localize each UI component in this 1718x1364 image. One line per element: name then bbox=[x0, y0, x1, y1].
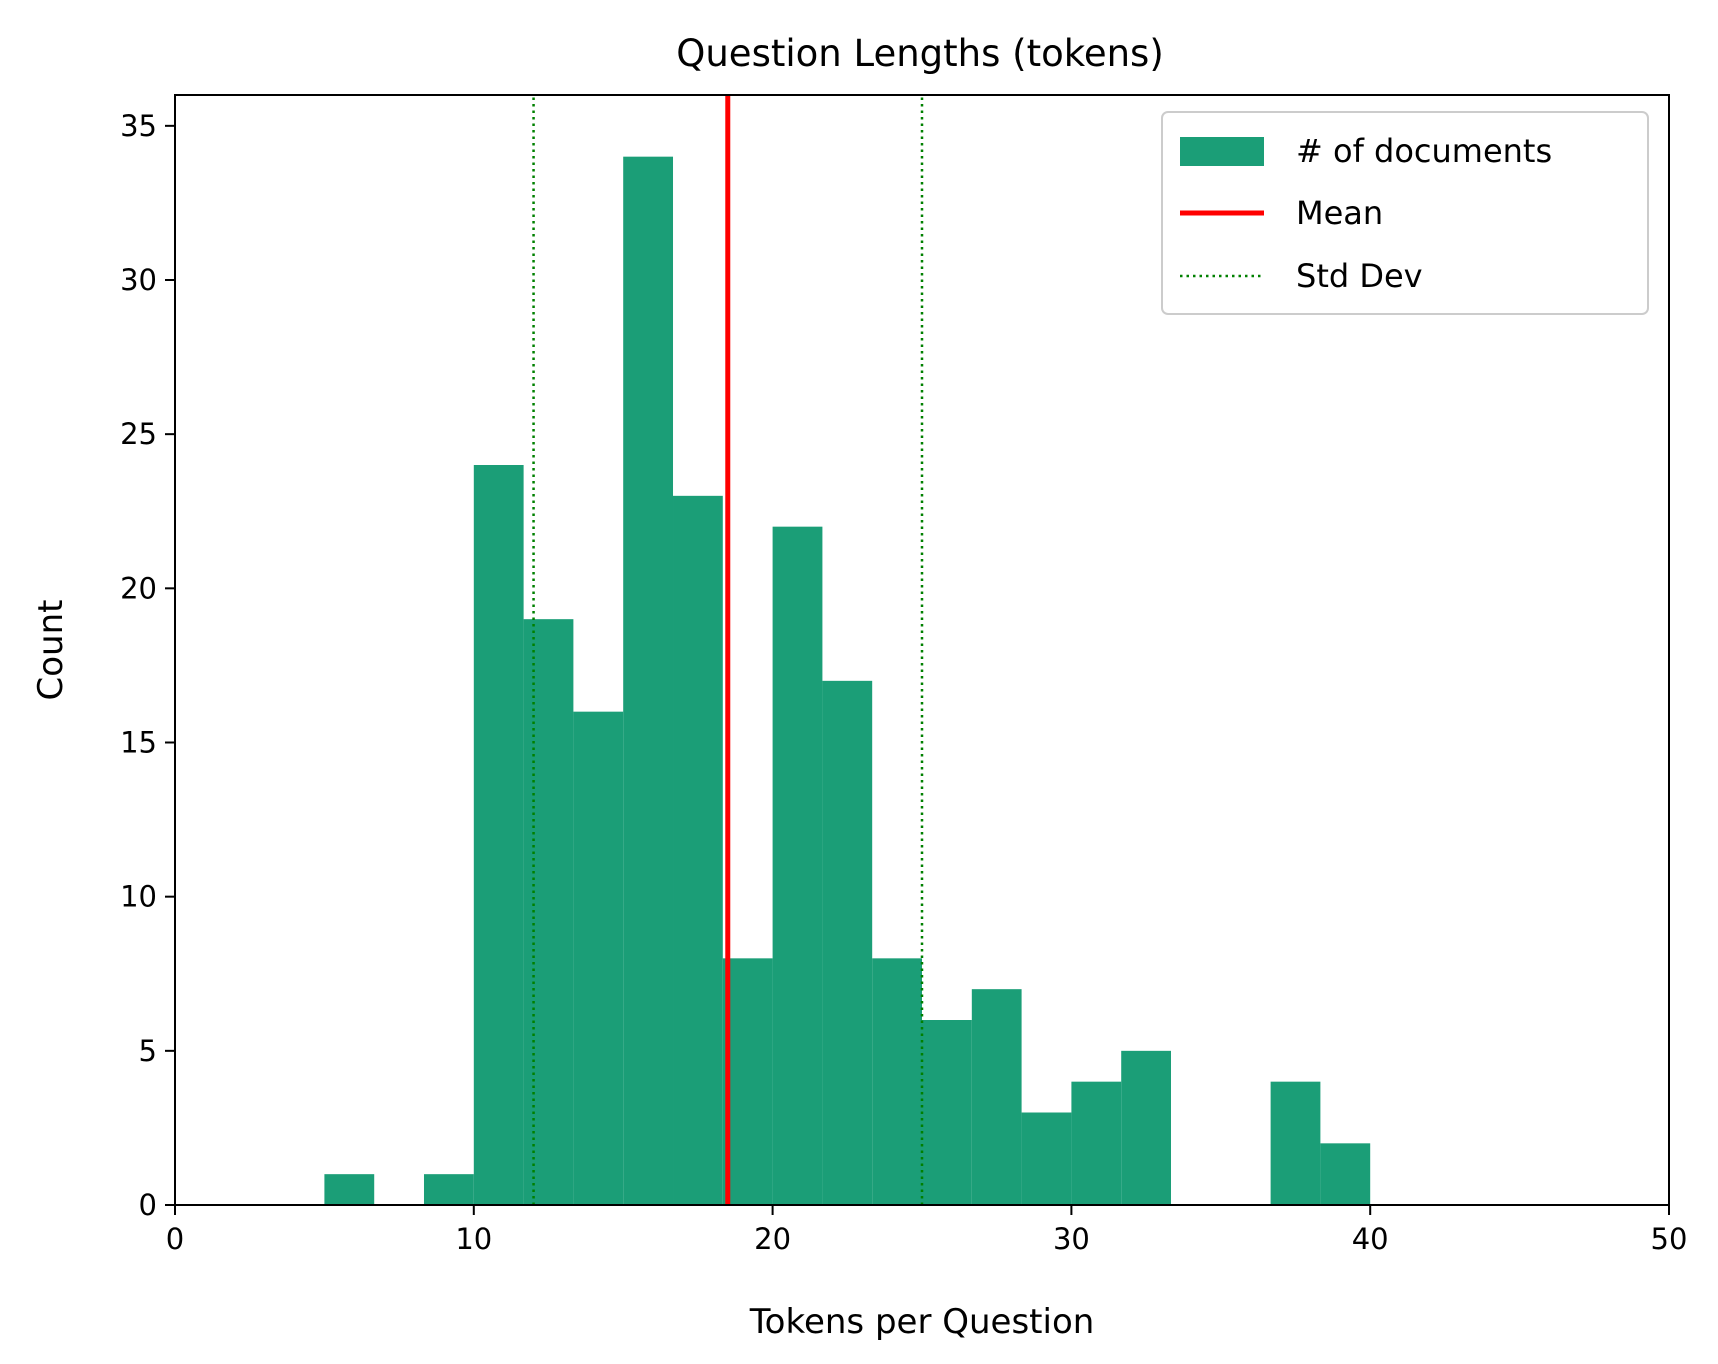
histogram-bar bbox=[1270, 1081, 1321, 1205]
histogram-bar bbox=[722, 958, 773, 1205]
x-axis-label: Tokens per Question bbox=[749, 1302, 1095, 1342]
legend-label-documents: # of documents bbox=[1296, 132, 1552, 170]
x-tick-label: 10 bbox=[455, 1222, 492, 1256]
y-tick-label: 20 bbox=[120, 571, 157, 605]
legend-box bbox=[1161, 111, 1649, 315]
y-tick-label: 35 bbox=[120, 109, 157, 143]
histogram-bar bbox=[872, 958, 922, 1205]
x-axis-ticks: 0 10 20 30 40 50 bbox=[166, 1205, 1688, 1256]
histogram-bar bbox=[523, 619, 574, 1205]
histogram-bar bbox=[772, 526, 823, 1205]
x-tick-label: 20 bbox=[754, 1222, 791, 1256]
y-tick-label: 30 bbox=[120, 263, 157, 297]
y-tick-label: 10 bbox=[120, 880, 157, 914]
plot-frame bbox=[174, 94, 1670, 1206]
y-tick-label: 15 bbox=[120, 726, 157, 760]
x-tick-label: 0 bbox=[166, 1222, 184, 1256]
x-tick-label: 40 bbox=[1352, 1222, 1389, 1256]
legend-label-std-dev: Std Dev bbox=[1296, 257, 1423, 295]
y-tick-label: 5 bbox=[139, 1034, 157, 1068]
y-tick-label: 0 bbox=[139, 1188, 157, 1222]
histogram-bar bbox=[673, 495, 723, 1205]
histogram-bars bbox=[324, 156, 1371, 1206]
reference-lines bbox=[532, 95, 924, 1205]
legend-swatch-documents bbox=[1180, 137, 1264, 166]
y-tick-label: 25 bbox=[120, 417, 157, 451]
chart-title: Question Lengths (tokens) bbox=[676, 32, 1164, 75]
histogram-bar bbox=[971, 989, 1022, 1205]
histogram-bar bbox=[1121, 1050, 1171, 1205]
histogram-bar bbox=[324, 1174, 375, 1205]
histogram-bar bbox=[1071, 1081, 1122, 1205]
x-tick-label: 50 bbox=[1651, 1222, 1688, 1256]
histogram-bar bbox=[473, 465, 524, 1205]
histogram-bar bbox=[1320, 1143, 1371, 1205]
histogram-bar bbox=[1021, 1112, 1072, 1205]
legend-label-mean: Mean bbox=[1296, 194, 1383, 232]
x-tick-label: 30 bbox=[1053, 1222, 1090, 1256]
legend: # of documents Mean Std Dev bbox=[1161, 111, 1649, 315]
y-axis-label: Count bbox=[31, 600, 71, 701]
histogram-bar bbox=[822, 680, 873, 1205]
histogram-bar bbox=[922, 1020, 972, 1205]
histogram-bar bbox=[573, 711, 624, 1205]
y-axis-ticks: 0 5 10 15 20 25 30 35 bbox=[120, 109, 175, 1222]
histogram-bar bbox=[423, 1174, 474, 1205]
histogram-bar bbox=[623, 156, 674, 1206]
